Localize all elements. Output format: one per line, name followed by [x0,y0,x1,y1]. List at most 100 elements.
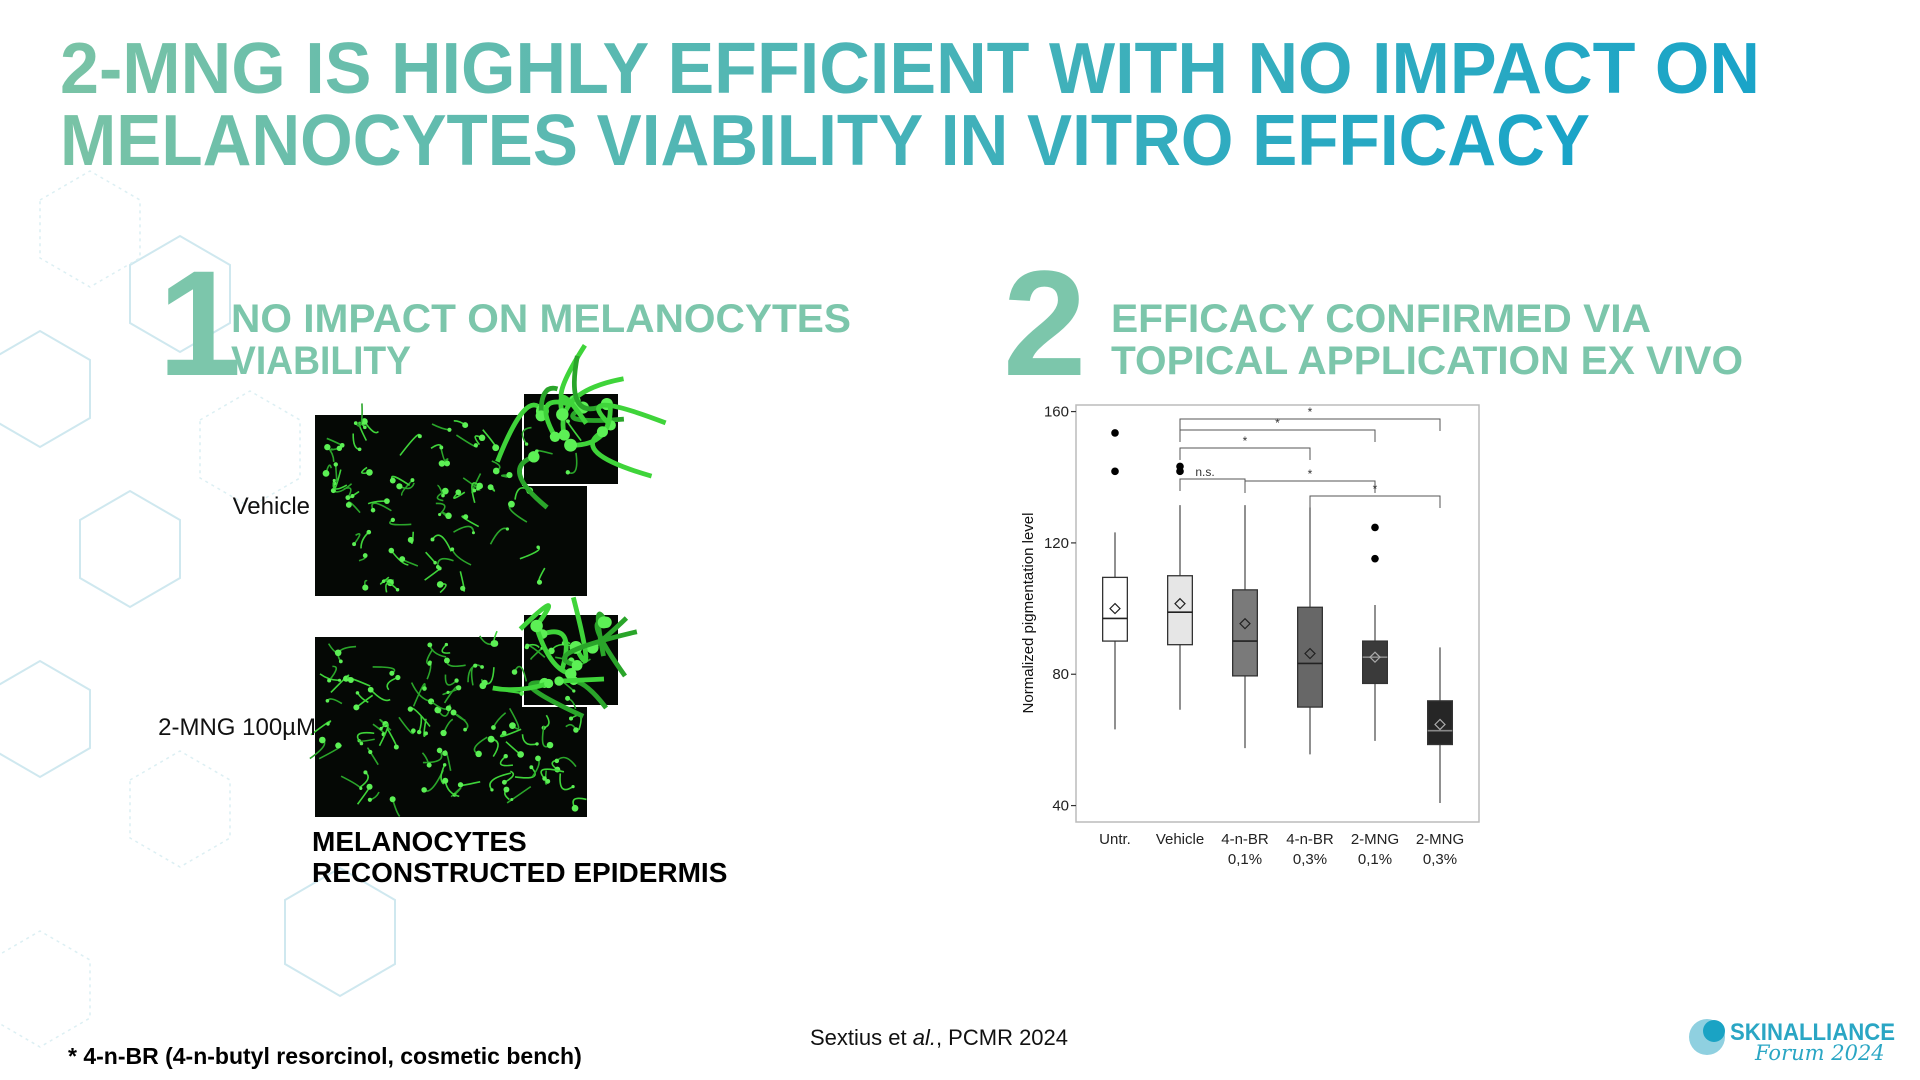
cell [378,723,389,747]
cell [540,768,565,780]
cell-body [361,418,368,425]
mean [1174,597,1186,610]
outlier [1111,467,1119,476]
section-heading: TOPICAL APPLICATION EX VIVO [1111,339,1743,383]
cell-body [367,797,372,802]
cell-body [487,484,494,491]
cell-body [528,451,540,463]
title-line: MELANOCYTES VIABILITY IN VITRO EFFICACY [60,101,1590,181]
cell-body [564,438,578,452]
cell-body [438,460,446,467]
cell [530,647,543,660]
cell [558,394,589,425]
cell-body [501,730,507,736]
cell [431,534,452,552]
cell-body [478,434,486,442]
cell [333,469,342,490]
cell [543,399,572,438]
cell-body [554,758,560,764]
cell-body [362,584,369,591]
cell-body [363,770,368,775]
cell-body [368,749,373,755]
cell-body [511,669,518,675]
cell-body [554,676,564,686]
image-label: Vehicle [233,493,310,520]
cell [385,582,399,593]
x-tick-label: 4-n-BR [1221,831,1269,848]
cell-body [475,750,482,758]
cell-body [327,678,332,683]
box [1362,640,1389,685]
cell-body [473,663,478,668]
cell [441,644,451,654]
cell-body [363,425,367,430]
cell-body [450,547,455,552]
cell-body [355,691,360,695]
significance-label: n.s. [1195,465,1214,479]
citation-text: Sextius et [810,1025,913,1050]
cell-body [393,744,399,750]
cell-body [430,537,435,542]
x-tick-label: 0,3% [1293,851,1327,868]
caption: RECONSTRUCTED EPIDERMIS [312,857,727,888]
significance-label: * [1308,405,1313,419]
cell-body [525,643,530,648]
cell-body [536,579,543,585]
cell-body [444,460,451,467]
cell [353,533,361,545]
mean [1109,602,1121,615]
cell [358,421,368,441]
cell [440,764,446,785]
section-heading: EFFICACY CONFIRMED VIA [1111,297,1651,341]
footnote: * 4-n-BR (4-n-butyl resorcinol, cosmetic… [68,1043,582,1069]
cell-body [445,705,452,712]
y-tick-label: 160 [1044,404,1069,421]
cell-body [395,674,401,681]
significance-label: * [1373,482,1378,496]
cell-body [503,786,510,793]
box-plot: Normalized pigmentation level 40 80 120 160… [1020,404,1480,868]
cell-body [450,709,457,716]
cell-body [381,579,386,584]
cell-body [457,782,464,788]
cell-body [447,427,452,432]
cell [560,376,625,436]
cell-body [508,500,515,508]
citation-text: , PCMR 2024 [936,1025,1068,1050]
mean [1239,617,1251,630]
cell-body [366,469,373,476]
cell-body [503,754,508,759]
cell-body [529,765,534,770]
significance-bracket [1179,418,1441,431]
cell-body [395,588,400,592]
cell-body [416,729,422,735]
significance-label: * [1308,467,1313,481]
cell [558,676,605,684]
title-line: 2-MNG IS HIGHLY EFFICIENT WITH NO IMPACT… [60,29,1760,109]
section-heading: VIABILITY [231,339,411,383]
cell-body [421,787,427,793]
cell-body [505,527,510,531]
x-tick-label: 2-MNG [1351,831,1399,848]
cell-body [565,668,577,680]
mean [1369,651,1381,664]
cell-body [530,619,543,633]
y-axis-label: Normalized pigmentation level [1020,513,1037,714]
cell-body [509,722,516,729]
logo-mark [1703,1020,1725,1042]
cell-body [389,670,395,676]
cell-body [566,419,570,424]
cell-body [536,545,540,550]
cell-body [366,529,372,535]
image-label: 2-MNG 100µM [158,714,316,741]
cell-body [571,659,583,671]
cell-body [422,686,427,691]
cell [370,689,391,702]
y-tick-label: 120 [1044,535,1069,552]
outlier [1111,429,1119,437]
box [1102,576,1129,642]
cell-body [492,444,500,452]
cell-body [436,581,444,588]
logo-subtitle: Forum 2024 [1754,1041,1885,1065]
